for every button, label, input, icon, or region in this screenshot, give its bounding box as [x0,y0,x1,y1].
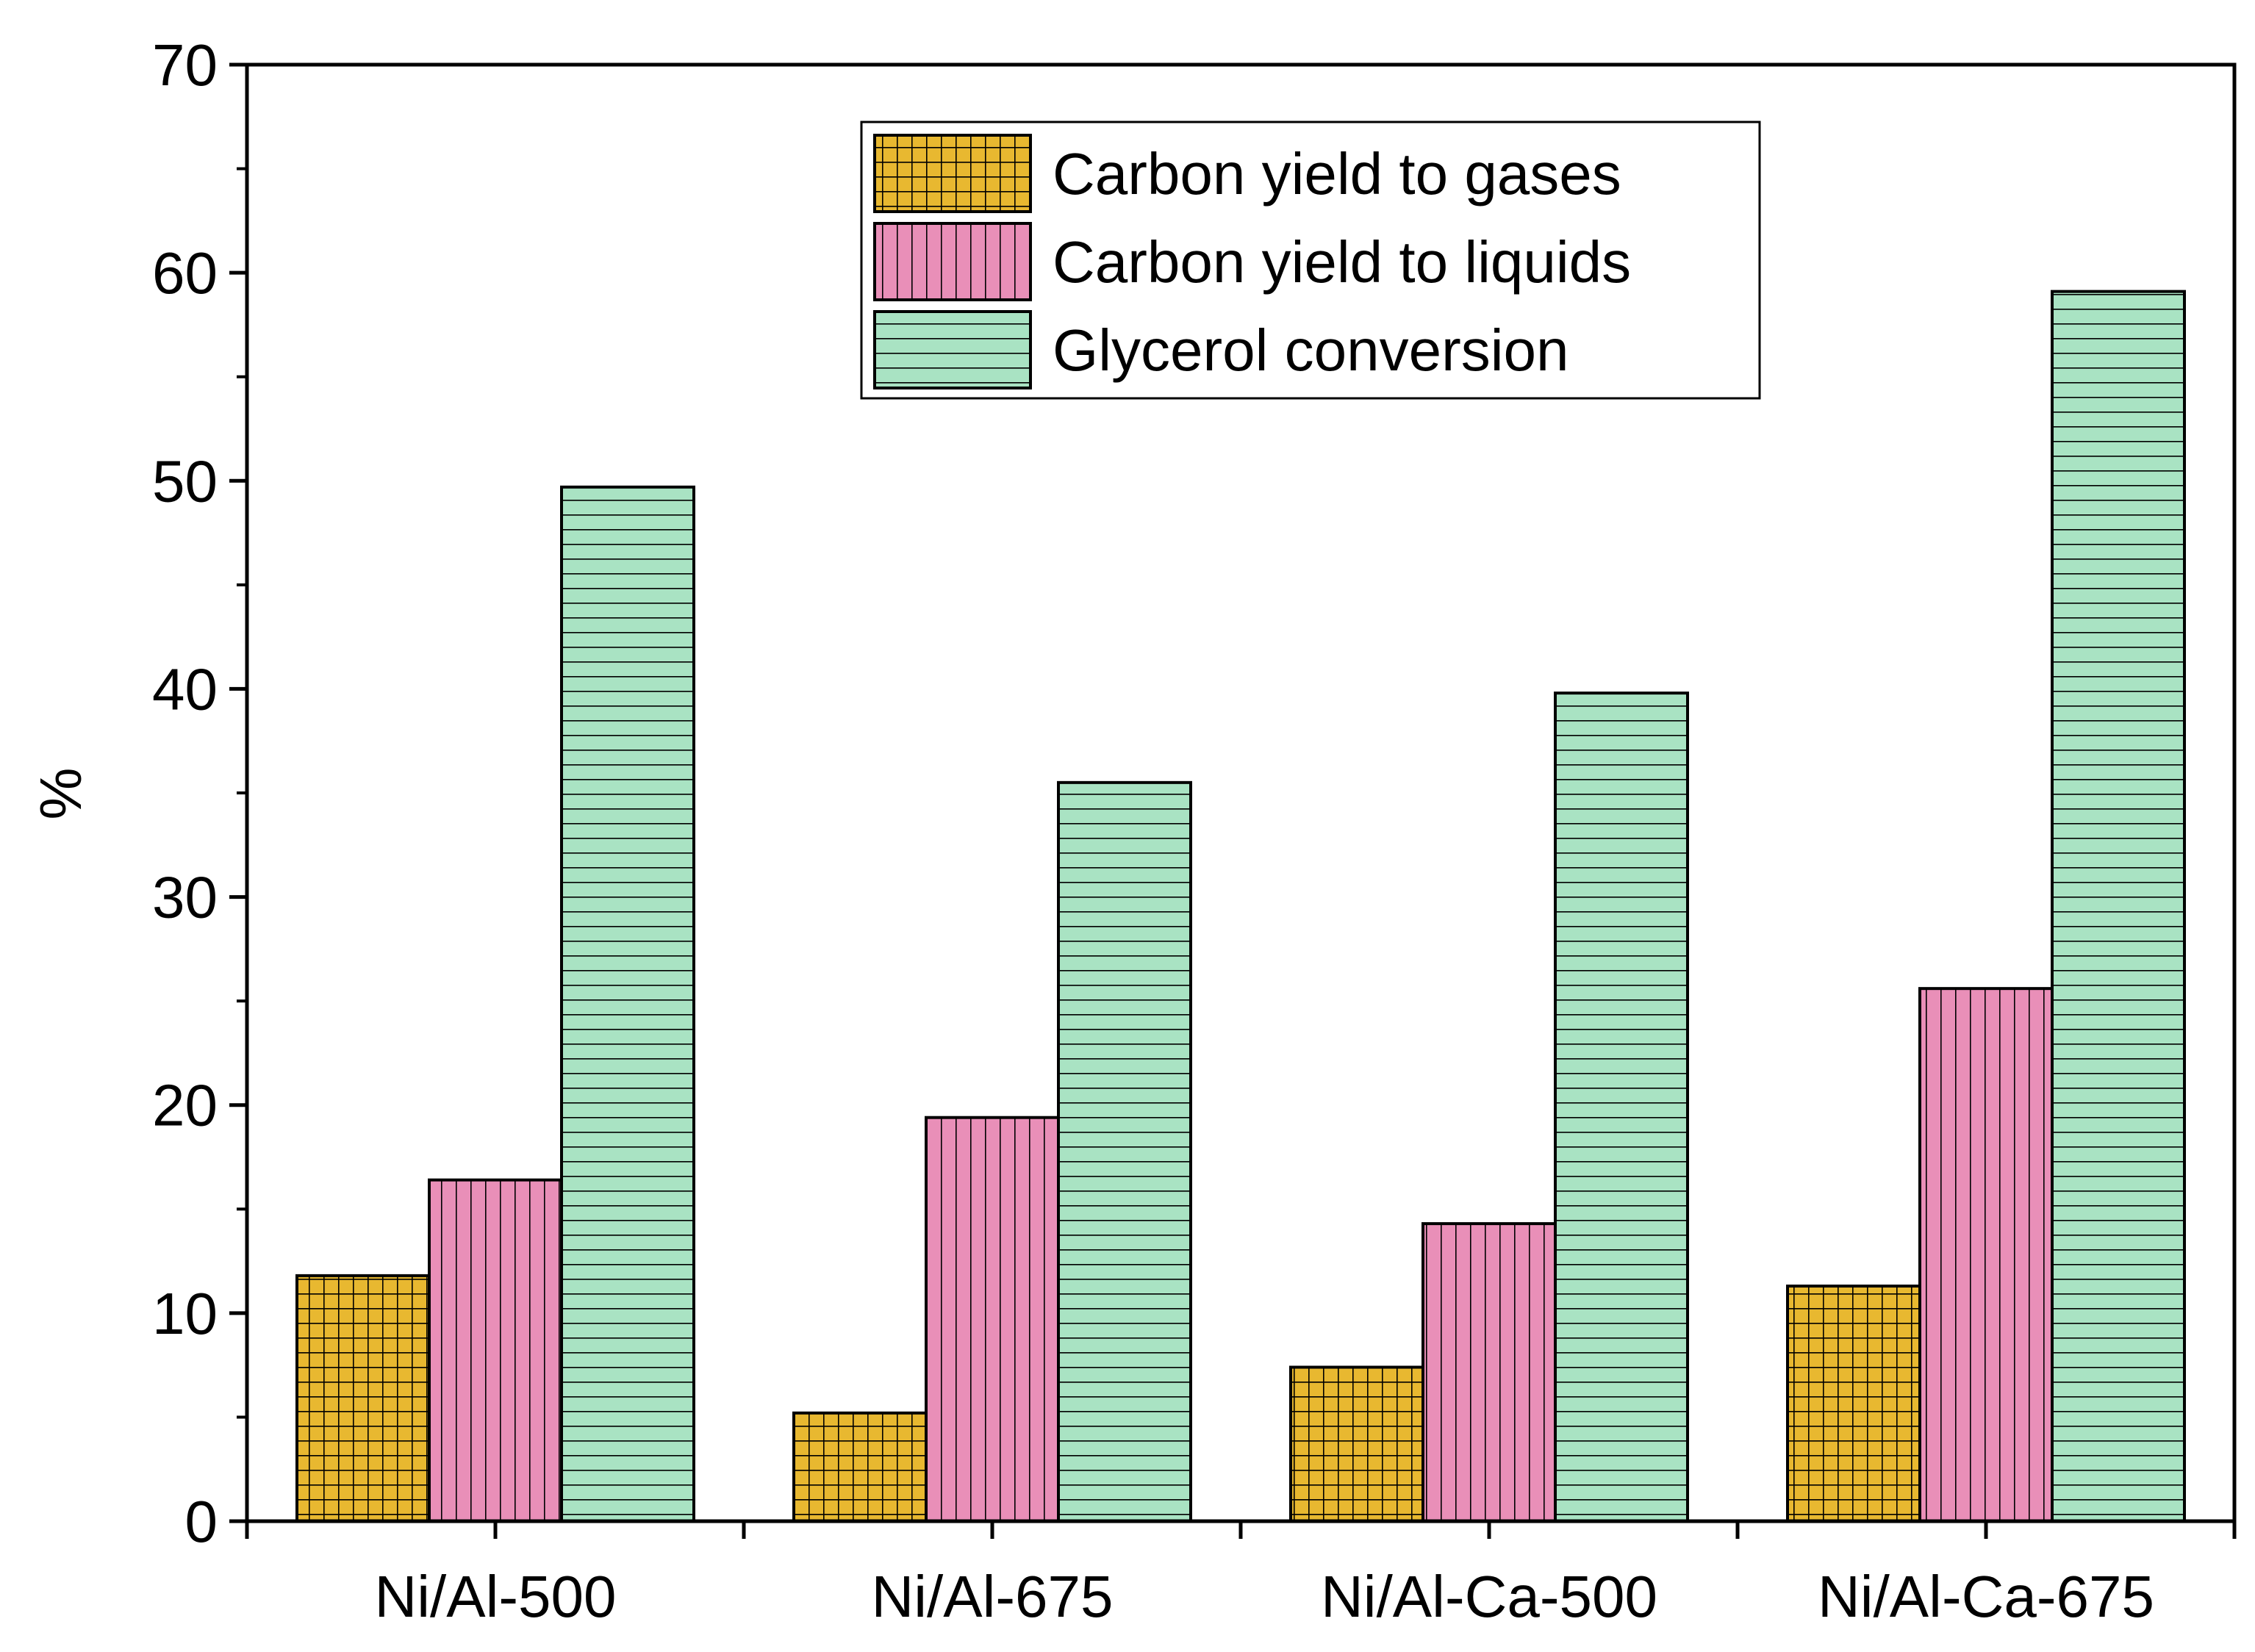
legend-label: Carbon yield to liquids [1053,229,1631,295]
y-tick-label: 40 [152,656,218,722]
legend-swatch [873,310,1032,389]
legend: Carbon yield to gases Carbon yield to liq… [860,121,1761,400]
x-tick-label: Ni/Al-Ca-675 [1818,1564,2154,1629]
legend-label: Carbon yield to gases [1053,141,1621,206]
y-tick-label: 20 [152,1073,218,1138]
bar-1-0 [792,1411,928,1523]
bar-0-2 [560,485,695,1523]
bar-2-1 [1422,1222,1557,1523]
x-tick-label: Ni/Al-Ca-500 [1321,1564,1657,1629]
y-tick-label: 0 [185,1489,218,1554]
bar-2-0 [1289,1365,1424,1523]
x-axis-ticks: Ni/Al-500 Ni/Al-675 Ni/Al-Ca-500 Ni/Al-Ca-6… [245,1521,2237,1629]
y-axis-title: % [28,767,93,819]
bar-3-1 [1918,987,2054,1523]
legend-swatch [873,222,1032,301]
x-tick-label: Ni/Al-500 [374,1564,616,1629]
bars-layer [295,290,2186,1523]
y-tick-label: 10 [152,1281,218,1346]
bar-1-1 [925,1116,1060,1523]
y-axis-ticks: 0 10 20 30 40 50 60 70 [152,32,247,1554]
bar-3-0 [1786,1285,1921,1523]
bar-0-1 [428,1178,563,1523]
bar-3-2 [2051,290,2186,1523]
x-tick-label: Ni/Al-675 [871,1564,1113,1629]
legend-label: Glycerol conversion [1053,317,1569,383]
y-tick-label: 30 [152,865,218,930]
y-tick-label: 70 [152,32,218,98]
y-tick-label: 50 [152,448,218,514]
y-tick-label: 60 [152,240,218,306]
bar-0-0 [295,1274,431,1523]
bar-2-2 [1554,692,1689,1523]
bar-1-2 [1057,780,1192,1523]
legend-swatch [873,134,1032,213]
